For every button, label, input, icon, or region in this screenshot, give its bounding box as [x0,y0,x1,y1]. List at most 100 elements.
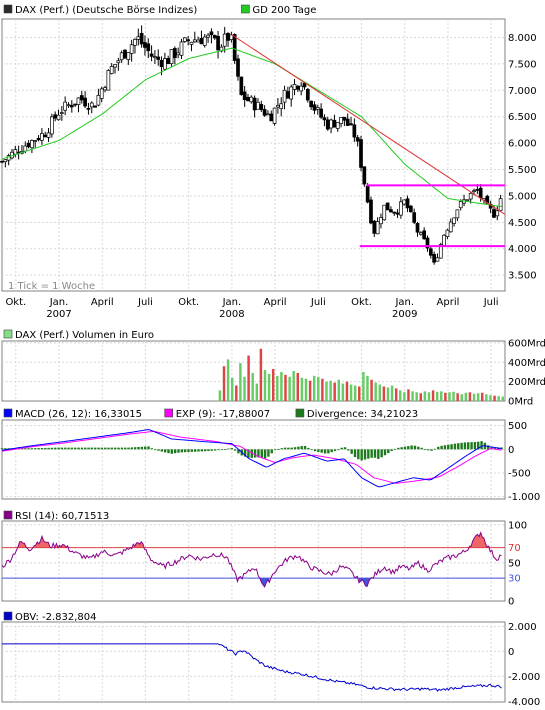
macd-legend-swatch-2 [295,408,305,418]
volume-bar [358,386,361,401]
obv-ytick-label-2: 0 [508,647,514,658]
volume-bar [235,385,238,401]
price-candle-body [143,42,147,48]
macd-divergence-bar [363,449,367,460]
macd-divergence-bar [147,446,150,450]
macd-divergence-bar [500,447,503,450]
volume-bar [226,359,230,401]
macd-divergence-bar [0,448,4,450]
volume-bar [271,369,275,401]
macd-divergence-bar [163,449,167,453]
volume-bar [349,384,353,401]
price-candle-body [282,89,287,103]
price-candle-body [186,39,190,42]
macd-divergence-bar [387,449,390,454]
price-candle-body [445,229,450,238]
volume-bar [460,394,463,401]
price-candle-body [299,85,304,92]
price-candle-body [385,202,390,211]
price-legend-label-0: DAX (Perf.) (Deutsche Börse Indizes) [15,5,197,16]
price-candle-body [202,36,207,46]
macd-divergence-bar [253,449,257,458]
price-ytick-label-2: 4.500 [508,218,537,229]
volume-bar [304,378,308,401]
macd-divergence-bar [423,449,427,450]
price-xtick-label-2: April [91,297,114,308]
volume-bar [493,395,496,401]
macd-divergence-bar [223,449,227,450]
price-candle-body [372,220,377,234]
macd-divergence-bar [74,447,77,450]
price-legend-label-1: GD 200 Tage [252,5,316,16]
rsi-frame [1,520,506,602]
macd-divergence-bar [44,447,47,450]
obv-line [2,643,502,692]
price-candle-body [276,105,280,108]
volume-bar [288,376,291,401]
price-candle-body [106,70,111,91]
volume-bar [296,372,300,401]
macd-legend-label-0: MACD (26, 12): 16,33015 [15,409,142,420]
rsi-oversold-fill [259,578,270,587]
macd-divergence-bar [77,447,80,450]
price-candle-body [63,101,68,111]
price-ytick-label-7: 7.000 [508,86,537,97]
macd-divergence-bar [107,447,110,450]
macd-divergence-bar [210,449,214,451]
macd-divergence-bar [467,442,470,450]
price-candle-body [206,34,210,38]
price-candle-body [69,105,74,108]
price-candle-body [86,107,91,110]
price-candle-body [222,33,227,47]
price-candle-body [13,149,18,155]
macd-divergence-bar [357,449,360,460]
price-candle-body [448,221,453,233]
macd-divergence-bar [267,449,270,457]
price-candle-body [399,201,403,216]
macd-divergence-bar [413,445,417,450]
price-xtick-label-4: Okt. [178,297,199,308]
volume-bar [464,392,468,401]
volume-bar [370,379,373,401]
price-candle-body [232,34,237,61]
price-candle-body [23,145,28,152]
macd-divergence-bar [310,449,313,451]
macd-divergence-bar [200,449,204,452]
price-xtick-label-0: Okt. [5,297,26,308]
volume-bar [382,386,386,401]
macd-divergence-bar [367,449,370,459]
volume-bar [353,385,357,401]
volume-legend-swatch-0 [3,329,13,339]
volume-bar [300,377,304,401]
price-ytick-label-0: 3.500 [508,271,537,282]
price-xtick-year-9: 2009 [392,309,417,320]
volume-bar [403,392,406,401]
macd-divergence-bar [343,447,347,450]
volume-ytick-label-1: 200Mrd [508,377,545,388]
volume-bar [419,393,422,401]
macd-divergence-bar [287,447,290,450]
volume-ytick-label-3: 600Mrd [508,338,545,349]
price-candle-body [415,223,420,233]
volume-bar [440,391,443,401]
volume-bar [366,375,369,401]
price-candle-body [305,88,310,101]
volume-bar [259,348,263,401]
price-xtick-label-5: Jan. [222,297,242,308]
volume-bar [411,391,414,401]
price-candle-body [422,230,427,240]
volume-bar [284,374,287,401]
volume-ytick-label-2: 400Mrd [508,358,545,369]
macd-divergence-bar [183,449,187,453]
price-candle-body [96,95,101,106]
volume-bar [407,389,410,401]
price-candle-body [182,37,187,42]
rsi-overbought-fill [34,536,50,548]
macd-divergence-bar [280,448,283,450]
macd-divergence-bar [60,447,64,450]
price-candle-body [116,60,121,64]
macd-divergence-bar [150,448,154,450]
volume-bar [489,395,492,401]
macd-divergence-bar [330,449,333,453]
price-candle-body [472,190,476,192]
